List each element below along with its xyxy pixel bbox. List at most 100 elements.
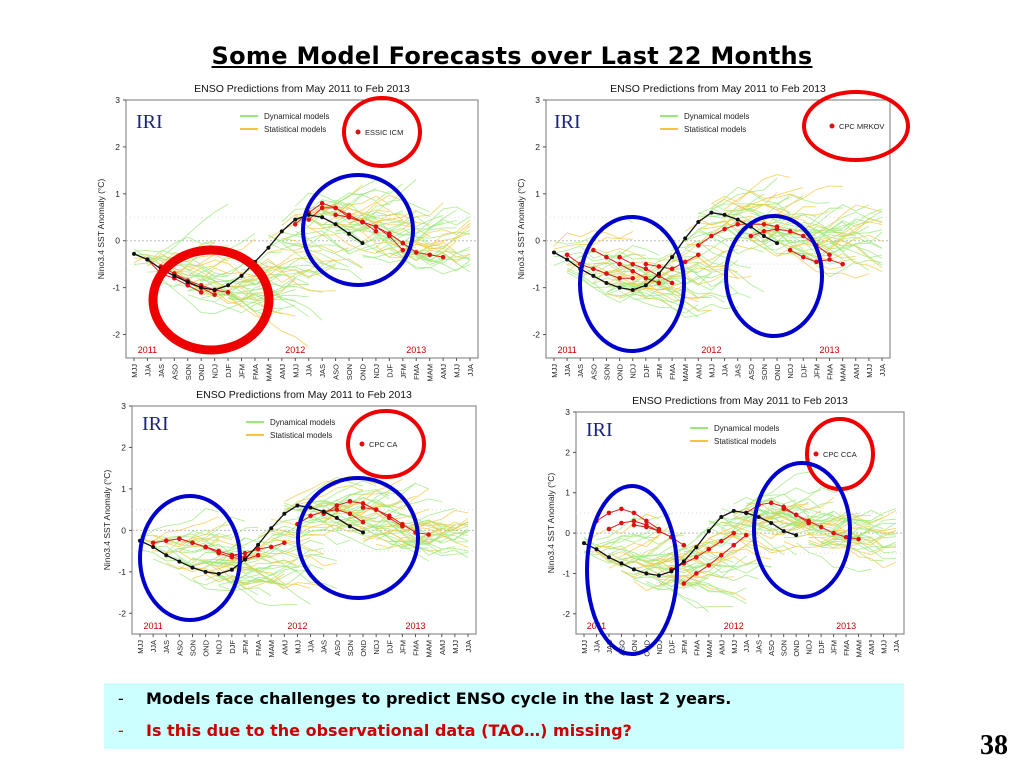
model-forecast-line: [389, 523, 469, 558]
observed-point: [293, 217, 298, 222]
model-forecast-line: [829, 240, 883, 269]
x-tick-label: ASO: [747, 364, 756, 380]
model-forecast-line: [783, 510, 859, 528]
x-tick-label: FMA: [254, 640, 263, 656]
highlight-forecast-point: [787, 247, 793, 253]
model-forecast-line: [174, 268, 256, 297]
highlight-forecast-point: [793, 512, 799, 518]
model-forecast-line: [596, 534, 672, 551]
x-tick-label: AMJ: [694, 364, 703, 379]
highlight-forecast-point: [761, 229, 767, 234]
model-forecast-line: [846, 529, 897, 546]
x-tick-label: MJJ: [580, 640, 589, 654]
model-forecast-line: [711, 202, 791, 222]
model-forecast-line: [402, 525, 469, 543]
x-tick-label: MJJ: [293, 640, 302, 654]
x-tick-label: JJA: [149, 640, 158, 653]
highlight-forecast-point: [617, 254, 622, 260]
chart-svg: ENSO Predictions from May 2011 to Feb 20…: [546, 395, 905, 658]
x-tick-label: MJJ: [136, 640, 145, 654]
x-tick-label: JAS: [320, 640, 329, 654]
model-forecast-line: [133, 236, 215, 253]
highlight-forecast-point: [346, 214, 352, 220]
x-tick-label: JJA: [742, 640, 751, 653]
highlight-forecast-point: [840, 261, 845, 267]
observed-point: [709, 210, 714, 215]
observed-point: [347, 231, 352, 236]
model-forecast-line: [619, 283, 699, 303]
model-forecast-line: [789, 203, 870, 235]
highlight-forecast-point: [292, 222, 298, 227]
model-forecast-line: [711, 174, 791, 204]
model-forecast-line: [685, 236, 765, 255]
x-tick-label: DJF: [224, 364, 233, 378]
observed-point: [552, 250, 556, 255]
highlight-forecast-point: [306, 217, 312, 222]
model-forecast-line: [281, 243, 363, 282]
highlight-forecast-point: [630, 261, 636, 267]
x-tick-label: JJA: [892, 640, 901, 653]
model-forecast-line: [402, 245, 471, 273]
model-forecast-line: [402, 542, 469, 557]
chart-svg: ENSO Predictions from May 2011 to Feb 20…: [96, 83, 479, 382]
x-tick-label: MJJ: [707, 364, 716, 378]
y-tick-label: -1: [118, 567, 126, 577]
model-forecast-line: [619, 263, 699, 299]
highlight-forecast-point: [360, 505, 366, 510]
model-forecast-line: [829, 221, 883, 250]
x-tick-label: JJA: [464, 640, 473, 653]
y-tick-label: -1: [532, 283, 540, 293]
model-forecast-line: [179, 526, 259, 551]
highlight-forecast-point: [681, 542, 687, 548]
highlight-forecast-point: [630, 268, 636, 274]
x-tick-label: MAM: [705, 640, 714, 658]
model-forecast-line: [271, 522, 351, 538]
y-axis-label: Nino3.4 SST Anomaly (°C): [516, 179, 526, 280]
legend-dynamical-label: Dynamical models: [714, 424, 779, 433]
model-forecast-line: [724, 190, 804, 210]
x-tick-label: ASO: [175, 640, 184, 656]
highlight-forecast-point: [619, 520, 624, 526]
x-tick-label: DJF: [642, 364, 651, 378]
observed-point: [334, 515, 339, 520]
observed-point: [361, 530, 366, 535]
highlight-forecast-point: [347, 511, 353, 517]
model-forecast-line: [322, 183, 404, 208]
annotation-circle: [342, 96, 422, 168]
highlight-forecast-point: [694, 571, 699, 576]
x-tick-label: OND: [792, 639, 801, 656]
highlight-forecast-point: [564, 252, 570, 258]
model-forecast-line: [671, 254, 751, 299]
y-tick-label: 0: [121, 525, 126, 535]
chart-svg: ENSO Predictions from May 2011 to Feb 20…: [102, 389, 477, 658]
observed-point: [216, 571, 221, 576]
highlight-forecast-point: [400, 247, 406, 253]
x-tick-label: NDJ: [805, 640, 814, 655]
model-forecast-line: [632, 297, 712, 318]
highlight-forecast-point: [814, 259, 819, 265]
model-forecast-line: [633, 574, 709, 592]
annotation-circle: [301, 173, 415, 287]
observed-line: [139, 504, 364, 575]
x-tick-label: NDJ: [786, 364, 795, 379]
model-forecast-line: [776, 230, 856, 240]
highlight-forecast-point: [827, 257, 832, 262]
x-tick-label: JAS: [318, 364, 327, 378]
observed-point: [722, 212, 727, 217]
x-tick-label: NDJ: [655, 640, 664, 655]
highlight-forecast-point: [696, 243, 701, 248]
model-forecast-line: [254, 259, 336, 279]
model-forecast-line: [789, 251, 870, 279]
x-tick-label: JFM: [399, 364, 408, 379]
highlight-forecast-point: [334, 507, 340, 512]
highlight-forecast-point: [644, 524, 649, 530]
model-forecast-line: [696, 548, 772, 574]
highlight-forecast-point: [787, 229, 793, 234]
y-tick-label: -2: [532, 330, 540, 340]
model-forecast-line: [763, 207, 843, 243]
observed-point: [643, 283, 648, 288]
y-tick-label: 2: [115, 142, 120, 152]
model-forecast-line: [803, 250, 883, 272]
highlight-forecast-point: [709, 233, 714, 239]
y-axis-label: Nino3.4 SST Anomaly (°C): [96, 179, 106, 280]
